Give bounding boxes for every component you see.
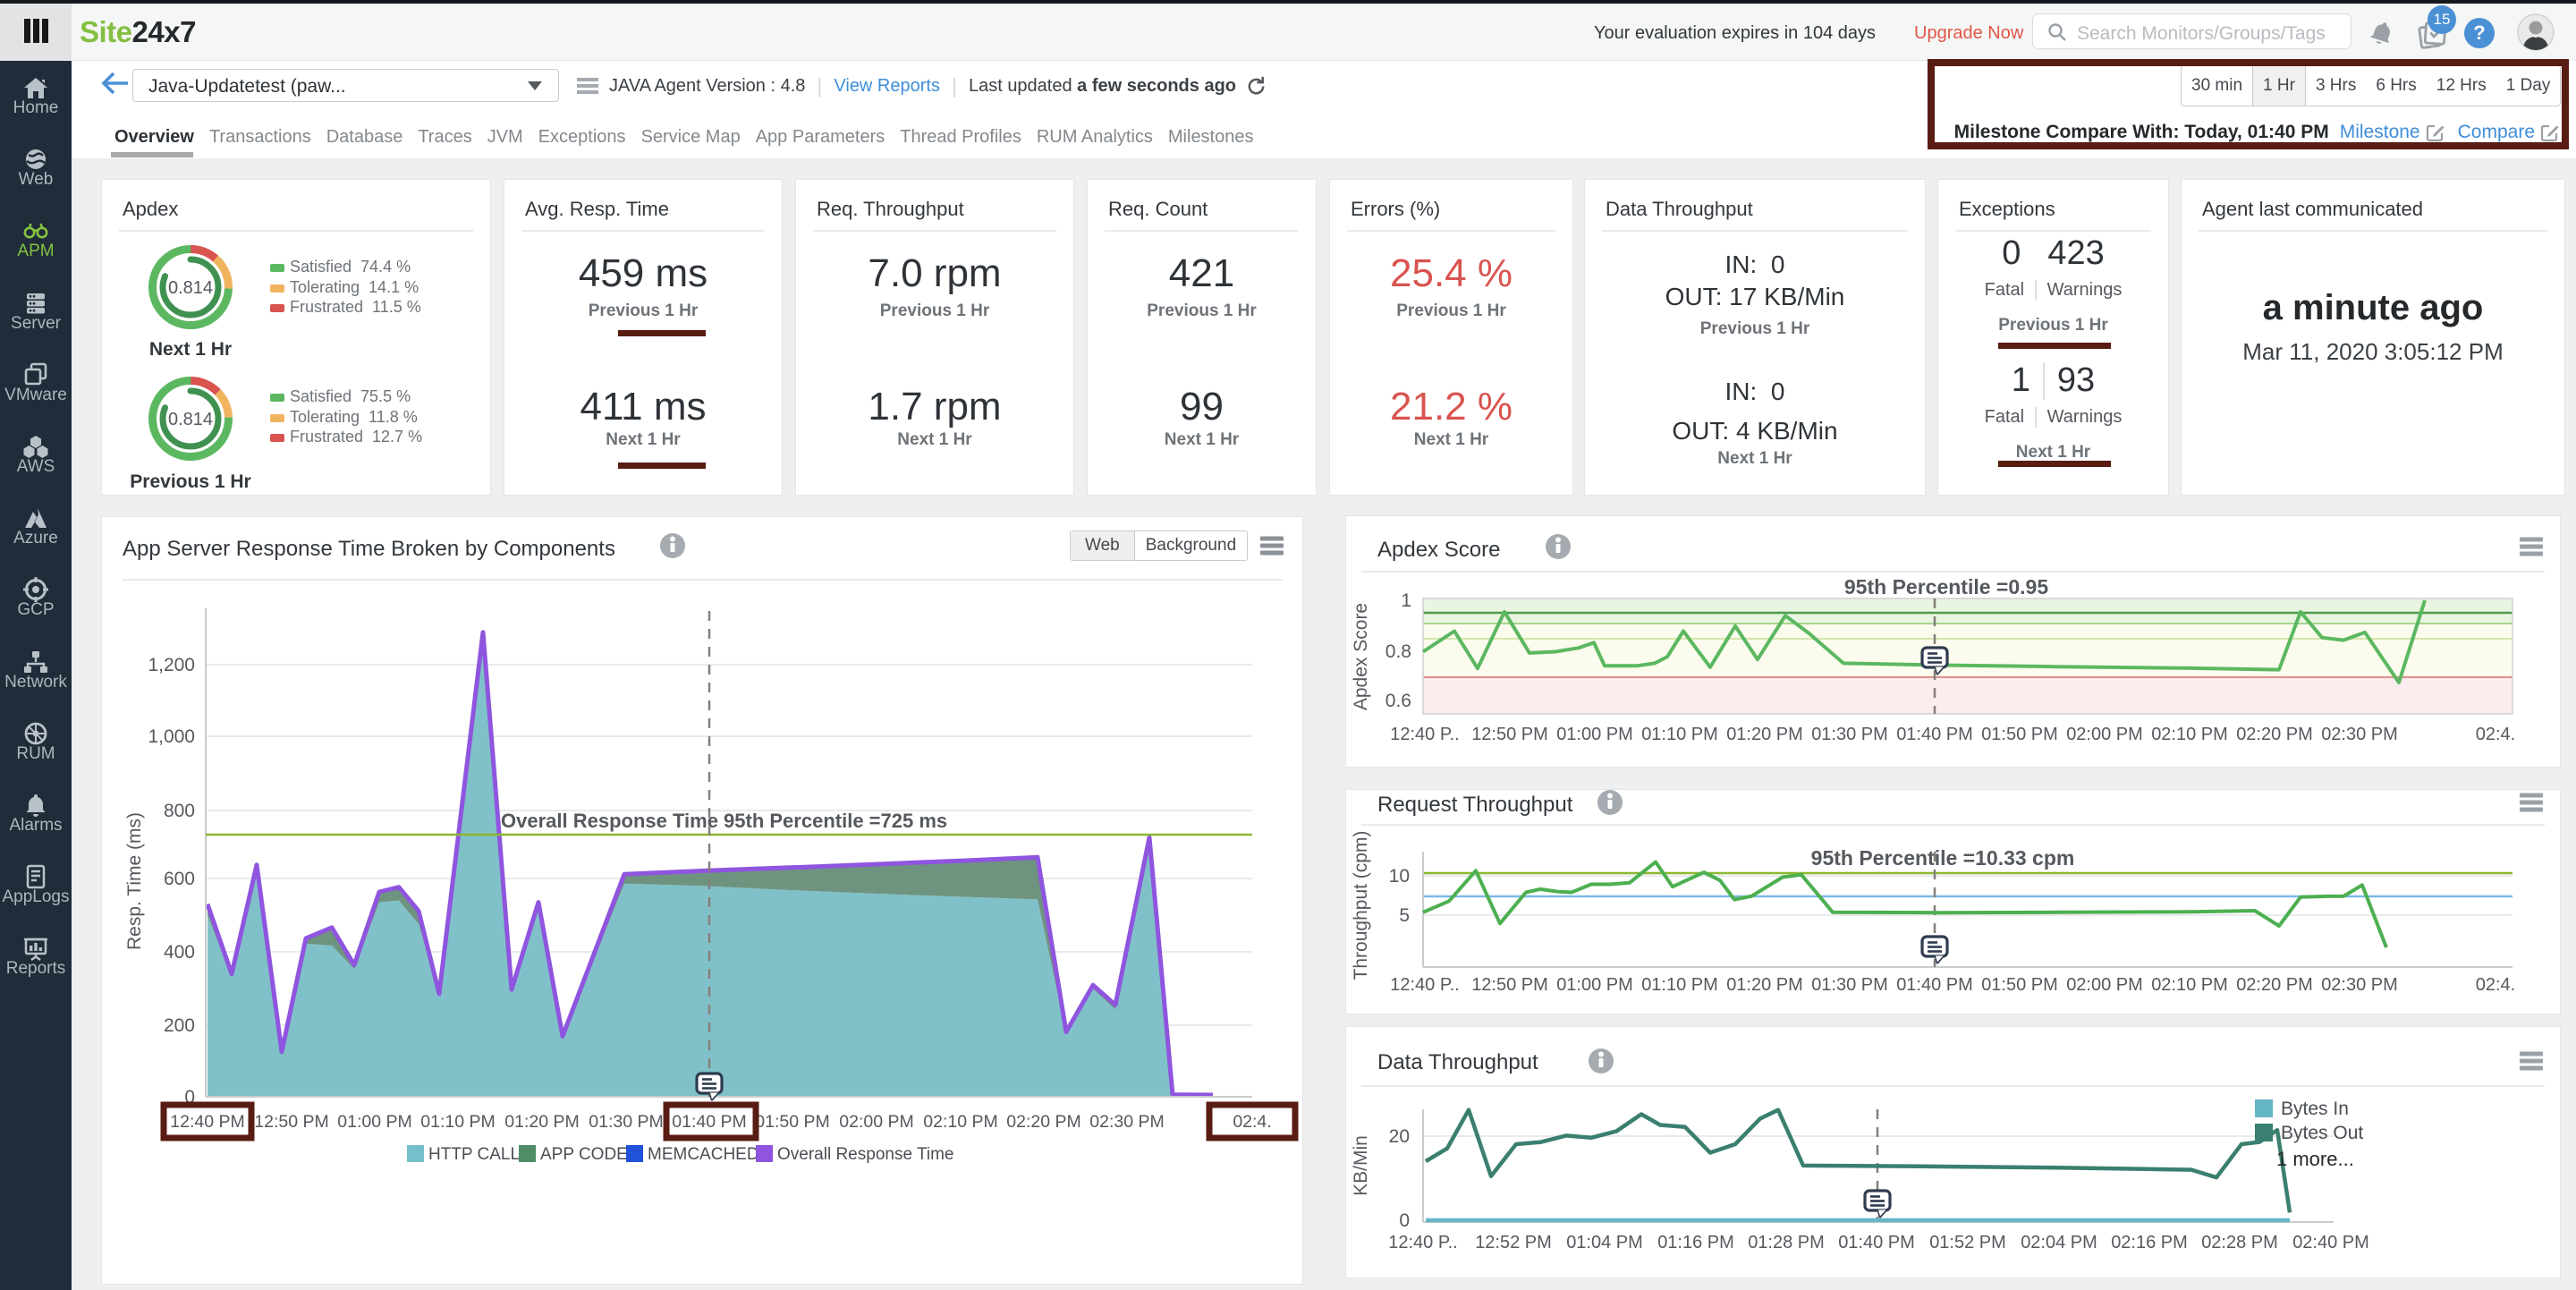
svg-text:02:00 PM: 02:00 PM bbox=[2066, 725, 2143, 744]
svg-text:KB/Min: KB/Min bbox=[1351, 1135, 1371, 1196]
svg-text:02:10 PM: 02:10 PM bbox=[923, 1112, 997, 1132]
svg-text:12:40 PM: 12:40 PM bbox=[170, 1112, 244, 1132]
svg-text:01:40 PM: 01:40 PM bbox=[1838, 1233, 1915, 1252]
svg-text:02:30 PM: 02:30 PM bbox=[2321, 975, 2398, 995]
svg-text:02:4.: 02:4. bbox=[1233, 1112, 1271, 1132]
svg-text:01:40 PM: 01:40 PM bbox=[1896, 725, 1973, 744]
svg-text:02:16 PM: 02:16 PM bbox=[2111, 1233, 2188, 1252]
svg-text:01:10 PM: 01:10 PM bbox=[1641, 725, 1718, 744]
svg-text:02:30 PM: 02:30 PM bbox=[2321, 725, 2398, 744]
svg-text:02:40 PM: 02:40 PM bbox=[2292, 1233, 2369, 1252]
svg-text:400: 400 bbox=[164, 942, 195, 963]
svg-text:200: 200 bbox=[164, 1015, 195, 1036]
svg-text:1,000: 1,000 bbox=[148, 726, 195, 747]
svg-text:01:10 PM: 01:10 PM bbox=[420, 1112, 495, 1132]
svg-text:Overall Response Time: Overall Response Time bbox=[777, 1145, 953, 1164]
svg-text:01:00 PM: 01:00 PM bbox=[1556, 975, 1633, 995]
svg-text:Bytes In: Bytes In bbox=[2281, 1099, 2349, 1119]
svg-text:0.814: 0.814 bbox=[168, 278, 213, 298]
svg-text:01:30 PM: 01:30 PM bbox=[1811, 975, 1888, 995]
svg-text:12:40 P..: 12:40 P.. bbox=[1388, 1233, 1457, 1252]
svg-text:02:00 PM: 02:00 PM bbox=[2066, 975, 2143, 995]
svg-text:600: 600 bbox=[164, 869, 195, 889]
svg-text:12:40 P..: 12:40 P.. bbox=[1390, 975, 1459, 995]
svg-text:800: 800 bbox=[164, 801, 195, 821]
svg-text:12:50 PM: 12:50 PM bbox=[1471, 975, 1548, 995]
svg-text:02:20 PM: 02:20 PM bbox=[2236, 975, 2313, 995]
svg-text:02:30 PM: 02:30 PM bbox=[1089, 1112, 1164, 1132]
svg-text:Throughput (cpm): Throughput (cpm) bbox=[1351, 831, 1371, 980]
svg-text:02:28 PM: 02:28 PM bbox=[2201, 1233, 2278, 1252]
svg-text:01:20 PM: 01:20 PM bbox=[1726, 975, 1803, 995]
svg-text:01:28 PM: 01:28 PM bbox=[1748, 1233, 1825, 1252]
svg-text:12:52 PM: 12:52 PM bbox=[1475, 1233, 1552, 1252]
svg-text:Overall Response Time 95th Per: Overall Response Time 95th Percentile =7… bbox=[501, 810, 947, 832]
svg-text:02:4.: 02:4. bbox=[2476, 975, 2515, 995]
svg-text:01:10 PM: 01:10 PM bbox=[1641, 975, 1718, 995]
svg-text:0.6: 0.6 bbox=[1385, 691, 1411, 711]
svg-text:01:00 PM: 01:00 PM bbox=[1556, 725, 1633, 744]
svg-text:MEMCACHED: MEMCACHED bbox=[648, 1145, 759, 1164]
svg-text:5: 5 bbox=[1399, 905, 1410, 926]
svg-text:01:04 PM: 01:04 PM bbox=[1566, 1233, 1643, 1252]
svg-text:HTTP CALL: HTTP CALL bbox=[428, 1145, 520, 1164]
svg-text:01:50 PM: 01:50 PM bbox=[755, 1112, 829, 1132]
svg-text:APP CODE: APP CODE bbox=[540, 1145, 628, 1164]
svg-text:Resp. Time (ms): Resp. Time (ms) bbox=[124, 812, 145, 950]
svg-text:10: 10 bbox=[1389, 866, 1410, 887]
svg-text:20: 20 bbox=[1389, 1126, 1410, 1147]
svg-text:01:50 PM: 01:50 PM bbox=[1981, 725, 2058, 744]
svg-text:0.814: 0.814 bbox=[168, 410, 213, 429]
svg-text:12:50 PM: 12:50 PM bbox=[254, 1112, 328, 1132]
svg-text:02:04 PM: 02:04 PM bbox=[2021, 1233, 2097, 1252]
svg-text:02:00 PM: 02:00 PM bbox=[839, 1112, 913, 1132]
svg-text:01:20 PM: 01:20 PM bbox=[1726, 725, 1803, 744]
svg-text:95th Percentile =10.33 cpm: 95th Percentile =10.33 cpm bbox=[1811, 846, 2075, 870]
svg-text:Apdex Score: Apdex Score bbox=[1351, 603, 1371, 710]
svg-text:12:40 P..: 12:40 P.. bbox=[1390, 725, 1459, 744]
svg-text:02:10 PM: 02:10 PM bbox=[2151, 725, 2228, 744]
svg-text:0: 0 bbox=[184, 1087, 195, 1108]
svg-text:95th Percentile =0.95: 95th Percentile =0.95 bbox=[1844, 575, 2048, 598]
svg-text:01:30 PM: 01:30 PM bbox=[589, 1112, 663, 1132]
svg-text:12:50 PM: 12:50 PM bbox=[1471, 725, 1548, 744]
svg-text:1 more...: 1 more... bbox=[2276, 1148, 2354, 1170]
svg-text:0.8: 0.8 bbox=[1385, 641, 1411, 662]
svg-text:Bytes Out: Bytes Out bbox=[2281, 1123, 2363, 1143]
svg-text:02:20 PM: 02:20 PM bbox=[2236, 725, 2313, 744]
svg-text:0: 0 bbox=[1399, 1210, 1410, 1231]
svg-text:01:16 PM: 01:16 PM bbox=[1657, 1233, 1734, 1252]
svg-text:01:20 PM: 01:20 PM bbox=[504, 1112, 579, 1132]
svg-text:02:20 PM: 02:20 PM bbox=[1006, 1112, 1080, 1132]
svg-text:01:40 PM: 01:40 PM bbox=[1896, 975, 1973, 995]
svg-text:1,200: 1,200 bbox=[148, 655, 195, 675]
svg-text:01:52 PM: 01:52 PM bbox=[1929, 1233, 2006, 1252]
svg-text:01:50 PM: 01:50 PM bbox=[1981, 975, 2058, 995]
svg-text:01:00 PM: 01:00 PM bbox=[337, 1112, 411, 1132]
svg-text:01:40 PM: 01:40 PM bbox=[672, 1112, 746, 1132]
svg-text:02:4.: 02:4. bbox=[2476, 725, 2515, 744]
svg-text:01:30 PM: 01:30 PM bbox=[1811, 725, 1888, 744]
svg-text:1: 1 bbox=[1401, 590, 1411, 611]
svg-text:02:10 PM: 02:10 PM bbox=[2151, 975, 2228, 995]
